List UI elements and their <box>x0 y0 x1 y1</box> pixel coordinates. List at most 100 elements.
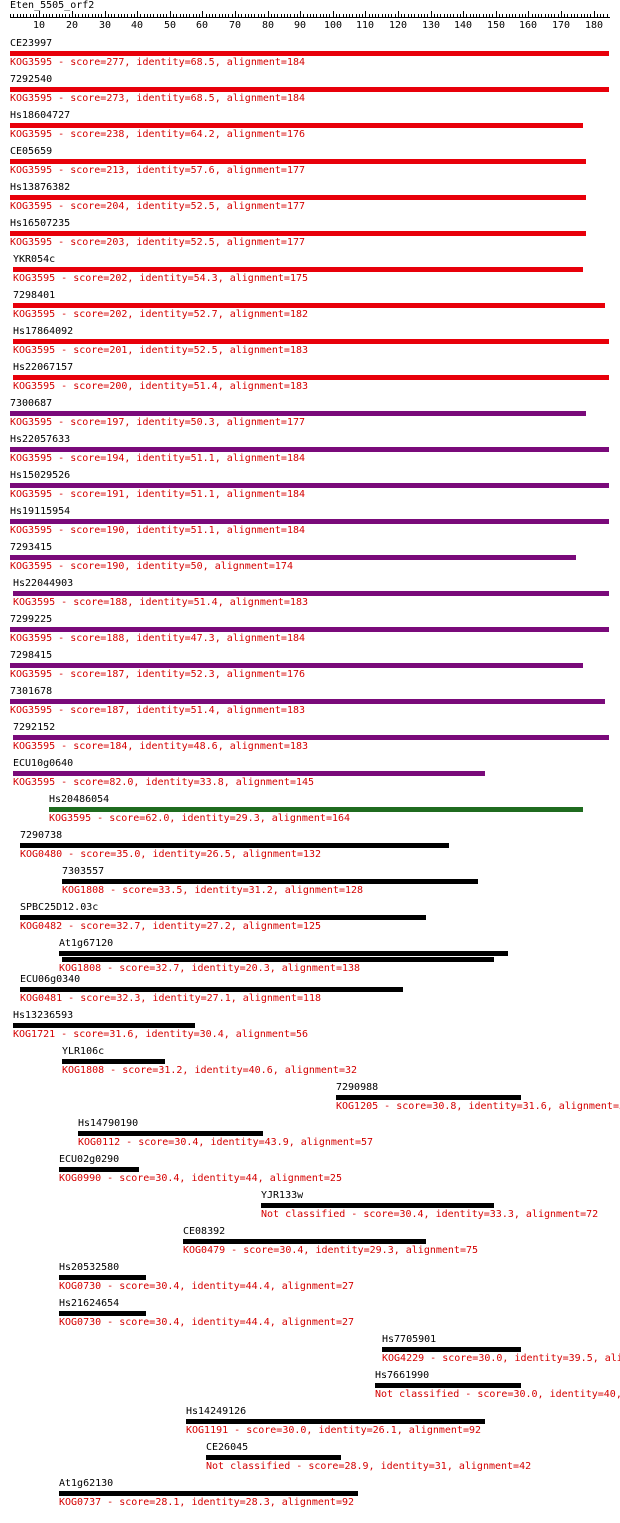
alignment-bar[interactable] <box>10 483 609 488</box>
alignment-bar[interactable] <box>10 51 609 56</box>
alignment-bar[interactable] <box>59 1311 146 1316</box>
hit-name[interactable]: YLR106c <box>62 1046 105 1057</box>
alignment-bar[interactable] <box>20 843 449 848</box>
hit-description: KOG3595 - score=273, identity=68.5, alig… <box>10 93 306 104</box>
hit-name[interactable]: Hs20486054 <box>49 794 110 805</box>
alignment-bar[interactable] <box>59 1167 139 1172</box>
hit-name[interactable]: 7290988 <box>336 1082 379 1093</box>
alignment-bar[interactable] <box>10 159 586 164</box>
alignment-bar[interactable] <box>10 447 609 452</box>
alignment-bar[interactable] <box>10 627 609 632</box>
alignment-bar[interactable] <box>10 411 586 416</box>
alignment-bar[interactable] <box>13 735 609 740</box>
hit-name[interactable]: 7298415 <box>10 650 53 661</box>
hit-name[interactable]: At1g62130 <box>59 1478 114 1489</box>
alignment-bar[interactable] <box>78 1131 263 1136</box>
scale-tick <box>535 14 536 18</box>
alignment-bar[interactable] <box>10 663 583 668</box>
hit-name[interactable]: Hs16507235 <box>10 218 71 229</box>
alignment-bar[interactable] <box>59 1275 146 1280</box>
hit-name[interactable]: CE08392 <box>183 1226 226 1237</box>
hit-name[interactable]: 7299225 <box>10 614 53 625</box>
hit-name[interactable]: ECU10g0640 <box>13 758 74 769</box>
hit-name[interactable]: 7300687 <box>10 398 53 409</box>
hit-name[interactable]: Hs22044903 <box>13 578 74 589</box>
alignment-bar[interactable] <box>10 519 609 524</box>
hit-name[interactable]: ECU02g0290 <box>59 1154 120 1165</box>
scale-tick <box>163 14 164 18</box>
hit-name[interactable]: Hs17864092 <box>13 326 74 337</box>
alignment-bar[interactable] <box>62 879 478 884</box>
scale-tick <box>131 14 132 18</box>
scale-tick <box>241 14 242 18</box>
alignment-bar[interactable] <box>382 1347 521 1352</box>
scale-tick <box>571 14 572 18</box>
scale-tick <box>140 14 141 18</box>
hit-name[interactable]: Hs15029526 <box>10 470 71 481</box>
alignment-bar[interactable] <box>206 1455 341 1460</box>
hit-name[interactable]: CE23997 <box>10 38 53 49</box>
hit-name[interactable]: ECU06g0340 <box>20 974 81 985</box>
alignment-bar[interactable] <box>13 771 485 776</box>
scale-tick <box>235 11 236 18</box>
alignment-bar[interactable] <box>13 303 605 308</box>
alignment-bar[interactable] <box>183 1239 426 1244</box>
alignment-bar[interactable] <box>186 1419 485 1424</box>
scale-tick-label: 50 <box>164 20 177 31</box>
hit-name[interactable]: 7292152 <box>13 722 56 733</box>
scale-tick <box>577 14 578 18</box>
hit-name[interactable]: Hs20532580 <box>59 1262 120 1273</box>
hit-name[interactable]: 7303557 <box>62 866 105 877</box>
alignment-bar[interactable] <box>13 339 609 344</box>
hit-name[interactable]: 7298401 <box>13 290 56 301</box>
alignment-bar[interactable] <box>49 807 583 812</box>
alignment-bar[interactable] <box>62 957 494 962</box>
hit-name[interactable]: YJR133w <box>261 1190 304 1201</box>
hit-name[interactable]: CE05659 <box>10 146 53 157</box>
alignment-bar[interactable] <box>13 1023 195 1028</box>
alignment-bar[interactable] <box>13 267 583 272</box>
scale-tick <box>343 14 344 18</box>
hit-name[interactable]: 7292540 <box>10 74 53 85</box>
hit-name[interactable]: Hs14790190 <box>78 1118 139 1129</box>
scale-tick <box>346 14 347 18</box>
hit-name[interactable]: 7293415 <box>10 542 53 553</box>
hit-name[interactable]: Hs7661990 <box>375 1370 430 1381</box>
hit-name[interactable]: 7301678 <box>10 686 53 697</box>
alignment-bar[interactable] <box>20 987 403 992</box>
scale-tick <box>225 14 226 18</box>
alignment-bar[interactable] <box>10 231 586 236</box>
alignment-bar[interactable] <box>62 1059 165 1064</box>
hit-name[interactable]: Hs22067157 <box>13 362 74 373</box>
hit-name[interactable]: At1g67120 <box>59 938 114 949</box>
alignment-bar[interactable] <box>10 87 609 92</box>
scale-tick <box>362 14 363 18</box>
scale-tick <box>378 14 379 18</box>
alignment-bar[interactable] <box>10 555 576 560</box>
hit-name[interactable]: Hs19115954 <box>10 506 71 517</box>
hit-name[interactable]: Hs14249126 <box>186 1406 247 1417</box>
hit-name[interactable]: SPBC25D12.03c <box>20 902 99 913</box>
hit-name[interactable]: Hs7705901 <box>382 1334 437 1345</box>
hit-name[interactable]: Hs13876382 <box>10 182 71 193</box>
hit-name[interactable]: Hs13236593 <box>13 1010 74 1021</box>
alignment-bar[interactable] <box>13 375 609 380</box>
alignment-bar[interactable] <box>59 951 508 956</box>
alignment-bar[interactable] <box>10 699 605 704</box>
hit-name[interactable]: Hs18604727 <box>10 110 71 121</box>
alignment-bar[interactable] <box>13 591 609 596</box>
hit-name[interactable]: Hs22057633 <box>10 434 71 445</box>
scale-tick <box>290 14 291 18</box>
hit-name[interactable]: CE26045 <box>206 1442 249 1453</box>
alignment-bar[interactable] <box>261 1203 494 1208</box>
alignment-bar[interactable] <box>375 1383 521 1388</box>
alignment-bar[interactable] <box>59 1491 358 1496</box>
alignment-bar[interactable] <box>10 195 586 200</box>
alignment-bar[interactable] <box>336 1095 521 1100</box>
hit-name[interactable]: Hs21624654 <box>59 1298 120 1309</box>
scale-tick <box>52 14 53 18</box>
hit-name[interactable]: 7290738 <box>20 830 63 841</box>
hit-name[interactable]: YKR054c <box>13 254 56 265</box>
alignment-bar[interactable] <box>10 123 583 128</box>
alignment-bar[interactable] <box>20 915 426 920</box>
